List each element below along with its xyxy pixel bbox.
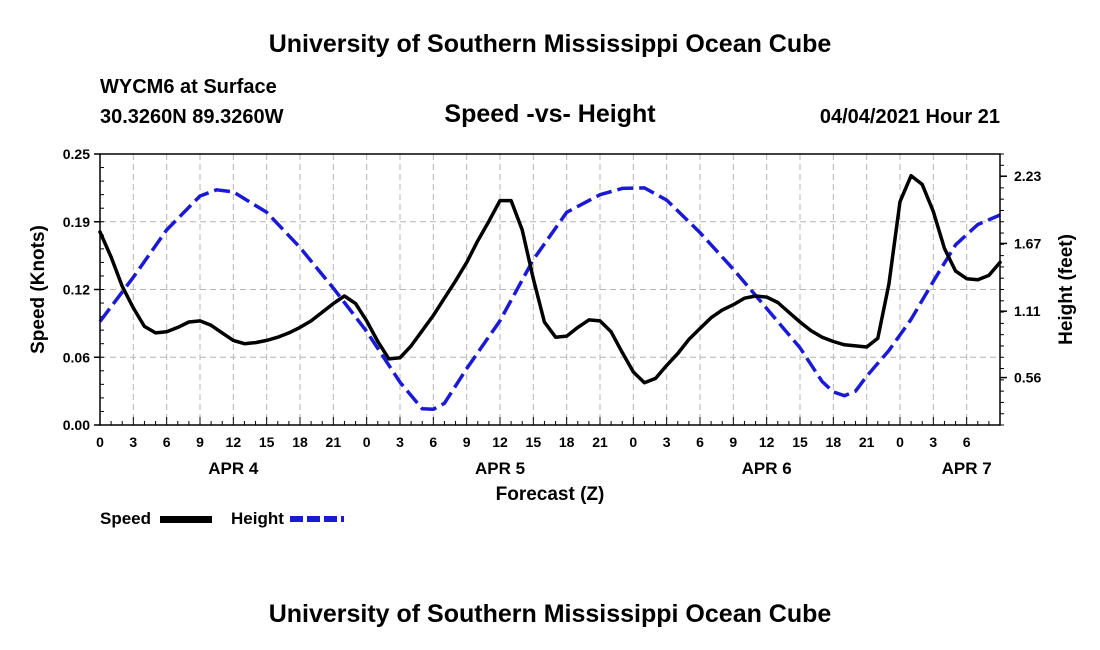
legend-speed-swatch <box>160 516 212 523</box>
x-tick-label: 6 <box>429 434 437 450</box>
x-day-label: APR 6 <box>742 459 792 478</box>
x-tick-label: 9 <box>196 434 204 450</box>
x-tick-label: 12 <box>492 434 508 450</box>
right-tick-label: 0.56 <box>1014 370 1041 386</box>
x-tick-label: 12 <box>759 434 775 450</box>
x-tick-label: 15 <box>526 434 542 450</box>
x-tick-label: 3 <box>929 434 937 450</box>
x-tick-label: 21 <box>592 434 608 450</box>
x-tick-label: 9 <box>729 434 737 450</box>
height-series-line <box>98 186 1001 412</box>
x-tick-label: 12 <box>226 434 242 450</box>
location-label: 30.3260N 89.3260W <box>100 106 284 128</box>
x-tick-label: 18 <box>826 434 842 450</box>
x-tick-label: 21 <box>859 434 875 450</box>
x-tick-label: 3 <box>663 434 671 450</box>
left-tick-label: 0.00 <box>63 417 90 433</box>
x-tick-label: 18 <box>559 434 575 450</box>
right-tick-label: 1.11 <box>1014 303 1041 319</box>
x-tick-label: 18 <box>292 434 308 450</box>
right-axis-title: Height (feet) <box>1056 234 1077 345</box>
legend-speed-label: Speed <box>100 509 152 528</box>
plot-title: Speed -vs- Height <box>444 100 656 128</box>
x-day-label: APR 4 <box>208 459 259 478</box>
x-tick-label: 6 <box>696 434 704 450</box>
speed-series-line <box>98 173 1002 385</box>
left-tick-label: 0.19 <box>63 214 90 230</box>
x-tick-label: 3 <box>129 434 137 450</box>
legend-height-label: Height <box>231 509 284 528</box>
x-tick-label: 15 <box>792 434 808 450</box>
x-tick-label: 21 <box>326 434 342 450</box>
x-tick-label: 3 <box>396 434 404 450</box>
x-tick-label: 6 <box>163 434 171 450</box>
x-tick-label: 0 <box>896 434 904 450</box>
right-tick-label: 1.67 <box>1014 235 1041 251</box>
station-label: WYCM6 at Surface <box>100 76 277 98</box>
right-tick-label: 2.23 <box>1014 168 1041 184</box>
x-tick-label: 9 <box>463 434 471 450</box>
x-tick-label: 0 <box>363 434 371 450</box>
legend-height-swatch <box>290 516 344 522</box>
left-tick-label: 0.06 <box>63 349 90 365</box>
left-tick-label: 0.25 <box>63 146 90 162</box>
left-axis-title: Speed (Knots) <box>28 225 49 354</box>
x-tick-label: 0 <box>629 434 637 450</box>
x-axis-title: Forecast (Z) <box>496 484 605 505</box>
footer-title: University of Southern Mississippi Ocean… <box>268 600 832 628</box>
left-tick-label: 0.12 <box>63 282 90 298</box>
datetime-label: 04/04/2021 Hour 21 <box>819 106 1000 128</box>
x-day-label: APR 5 <box>475 459 525 478</box>
page-title: University of Southern Mississippi Ocean… <box>268 30 832 58</box>
x-tick-label: 0 <box>96 434 104 450</box>
x-tick-label: 6 <box>963 434 971 450</box>
x-day-label: APR 7 <box>942 459 992 478</box>
x-tick-label: 15 <box>259 434 275 450</box>
